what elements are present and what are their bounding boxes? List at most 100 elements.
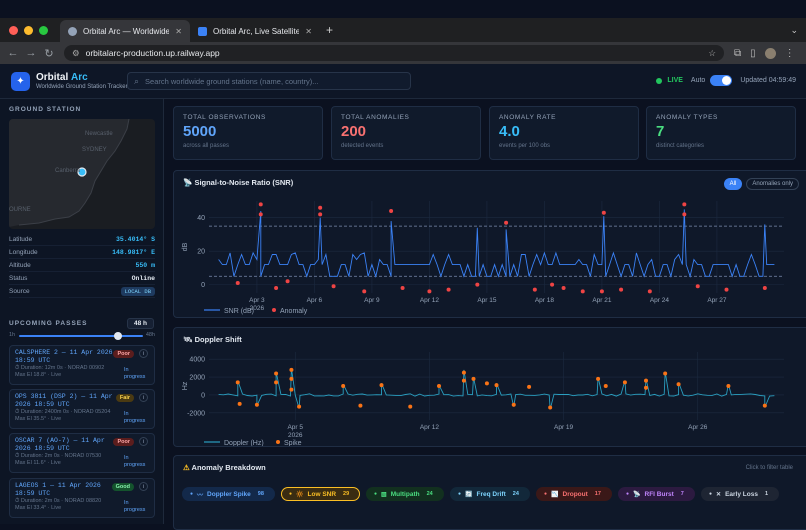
close-tab-icon[interactable]: ✕ [305,26,312,36]
chip-count: 17 [594,491,601,497]
stat-sub: detected events [341,143,384,149]
chip-count: 1 [764,491,769,497]
station-marker[interactable] [77,167,87,177]
pass-status: In progress [124,455,146,468]
anomaly-point [318,205,323,210]
pass-name: OSCAR 7 (AO-7) — 11 Apr 2026 18:59 UTC [15,437,105,452]
x-tick-label: Apr 15 [477,297,497,304]
profile-avatar[interactable] [764,47,776,59]
brand-name: Orbital Arc [36,72,88,83]
legend-spike-swatch [276,440,280,444]
browser-tab-1[interactable]: Orbital Arc — Worldwide Grou ✕ [60,20,190,42]
pass-duration: ⏱ Duration: 12m 0s · NORAD 00902 [15,365,105,371]
chip-freq-drift[interactable]: ● 🔄 Freq Drift 24 [450,487,530,501]
url-text: orbitalarc-production.up.railway.app [85,48,220,58]
anomaly-point [580,289,585,294]
spike-point [341,384,346,388]
pass-status: In progress [124,500,146,513]
prop-key: Status [9,274,28,282]
slider-min-label: 1h [9,332,16,338]
sidebar: GROUND STATION Newcastle SYDNEY Canberra… [0,99,164,524]
pass-card[interactable]: OSCAR 7 (AO-7) — 11 Apr 2026 18:59 UTC P… [9,433,155,473]
anomaly-point [389,209,394,214]
slider-track[interactable] [19,335,143,337]
x-tick-label: Apr 21 [592,297,612,304]
chip-rfi-burst[interactable]: ● 📡 RFI Burst 7 [618,487,695,501]
close-window-button[interactable] [9,25,18,35]
freq-drift-icon: ● [458,491,462,497]
chip-glyph-icon: ✕ [716,491,722,498]
spike-point [511,402,516,407]
reload-icon[interactable]: ↻ [44,47,54,60]
slider-thumb[interactable] [114,332,122,340]
anomaly-point [318,212,323,217]
anomaly-point [682,212,687,217]
y-axis-label: Hz [182,381,189,390]
pass-duration: ⏱ Duration: 2m 0s · NORAD 08820 [15,498,102,504]
info-icon[interactable]: i [139,393,148,402]
doppler-spike-icon: ● [190,491,194,497]
main-content: TOTAL OBSERVATIONS 5000 across all passe… [164,99,806,530]
chip-early-loss[interactable]: ● ✕ Early Loss 1 [701,487,780,501]
filter-all-button[interactable]: All [723,178,743,190]
chip-glyph-icon: 〰 [197,492,204,499]
chip-multipath[interactable]: ● ▧ Multipath 24 [366,487,444,501]
tab-search-icon[interactable]: ⌄ [790,24,798,35]
sidebar-icon[interactable]: ▯ [750,47,756,59]
info-icon[interactable]: i [139,349,148,358]
app-header: ✦ Orbital Arc Worldwide Ground Station T… [0,64,806,99]
pass-card[interactable]: LAGEOS 1 — 11 Apr 2026 18:59 UTC Good i … [9,478,155,518]
forward-icon[interactable]: → [25,47,37,59]
coastline-map [9,119,130,227]
prop-key: Longitude [9,248,38,256]
minimize-window-button[interactable] [24,25,33,35]
snr-panel: 📡 Signal-to-Noise Ratio (SNR) All Anomal… [173,170,806,318]
anomaly-point [235,280,240,285]
x-tick-label: Apr 6 [307,297,323,304]
x-tick-label: Apr 3 [249,297,265,304]
filter-anomalies-button[interactable]: Anomalies only [746,178,799,190]
new-tab-button[interactable]: + [326,23,334,37]
menu-kebab-icon[interactable]: ⋮ [784,47,795,59]
y-tick-label: -2000 [187,410,205,417]
extensions-icon[interactable]: ⧉ [734,47,742,59]
station-map[interactable]: Newcastle SYDNEY Canberra OURNE [9,119,155,229]
pass-card[interactable]: OPS 3811 (DSP 2) — 11 Apr 2026 18:59 UTC… [9,389,155,429]
pass-status: In progress [124,367,146,380]
pass-elevation: Max El 11.6° · Live [15,460,61,466]
browser-tab-2[interactable]: Orbital Arc, Live Satellite Pass ✕ [190,20,320,42]
spike-point [622,380,627,385]
pass-card[interactable]: CALSPHERE 2 — 11 Apr 2026 18:59 UTC Poor… [9,345,155,385]
close-tab-icon[interactable]: ✕ [175,26,182,36]
chip-doppler-spike[interactable]: ● 〰 Doppler Spike 98 [182,487,275,501]
x-tick-label: Apr 18 [535,297,555,304]
spike-point [527,384,532,389]
spike-point [379,383,384,388]
tab-title: Orbital Arc, Live Satellite Pass [213,26,300,36]
anomaly-point [724,287,729,292]
info-icon[interactable]: i [139,482,148,491]
chip-dropout[interactable]: ● 📉 Dropout 17 [536,487,612,501]
chip-low-snr[interactable]: ● 🔆 Low SNR 29 [281,487,361,501]
prop-value: 35.4014° S [115,235,155,243]
back-icon[interactable]: ← [7,47,19,59]
address-bar: ← → ↻ ⚙ orbitalarc-production.up.railway… [0,42,806,64]
prop-key: Latitude [9,235,33,243]
horizon-slider[interactable]: 1h 48h [9,330,155,342]
zoom-window-button[interactable] [39,25,48,35]
bookmark-star-icon[interactable]: ☆ [708,47,716,58]
y-tick-label: 40 [197,215,205,222]
y-tick-label: 0 [201,392,205,399]
site-info-icon[interactable]: ⚙ [72,47,80,58]
info-icon[interactable]: i [139,437,148,446]
url-field[interactable]: ⚙ orbitalarc-production.up.railway.app ☆ [64,45,724,61]
anomaly-point [400,285,405,290]
chip-count: 24 [512,491,519,497]
auto-refresh-toggle[interactable] [710,75,733,86]
station-search-input[interactable]: ⌕ Search worldwide ground stations (name… [127,72,411,90]
stat-card-observations: TOTAL OBSERVATIONS 5000 across all passe… [173,106,323,160]
spike-point [235,380,240,385]
legend-anomaly-swatch [272,308,276,312]
